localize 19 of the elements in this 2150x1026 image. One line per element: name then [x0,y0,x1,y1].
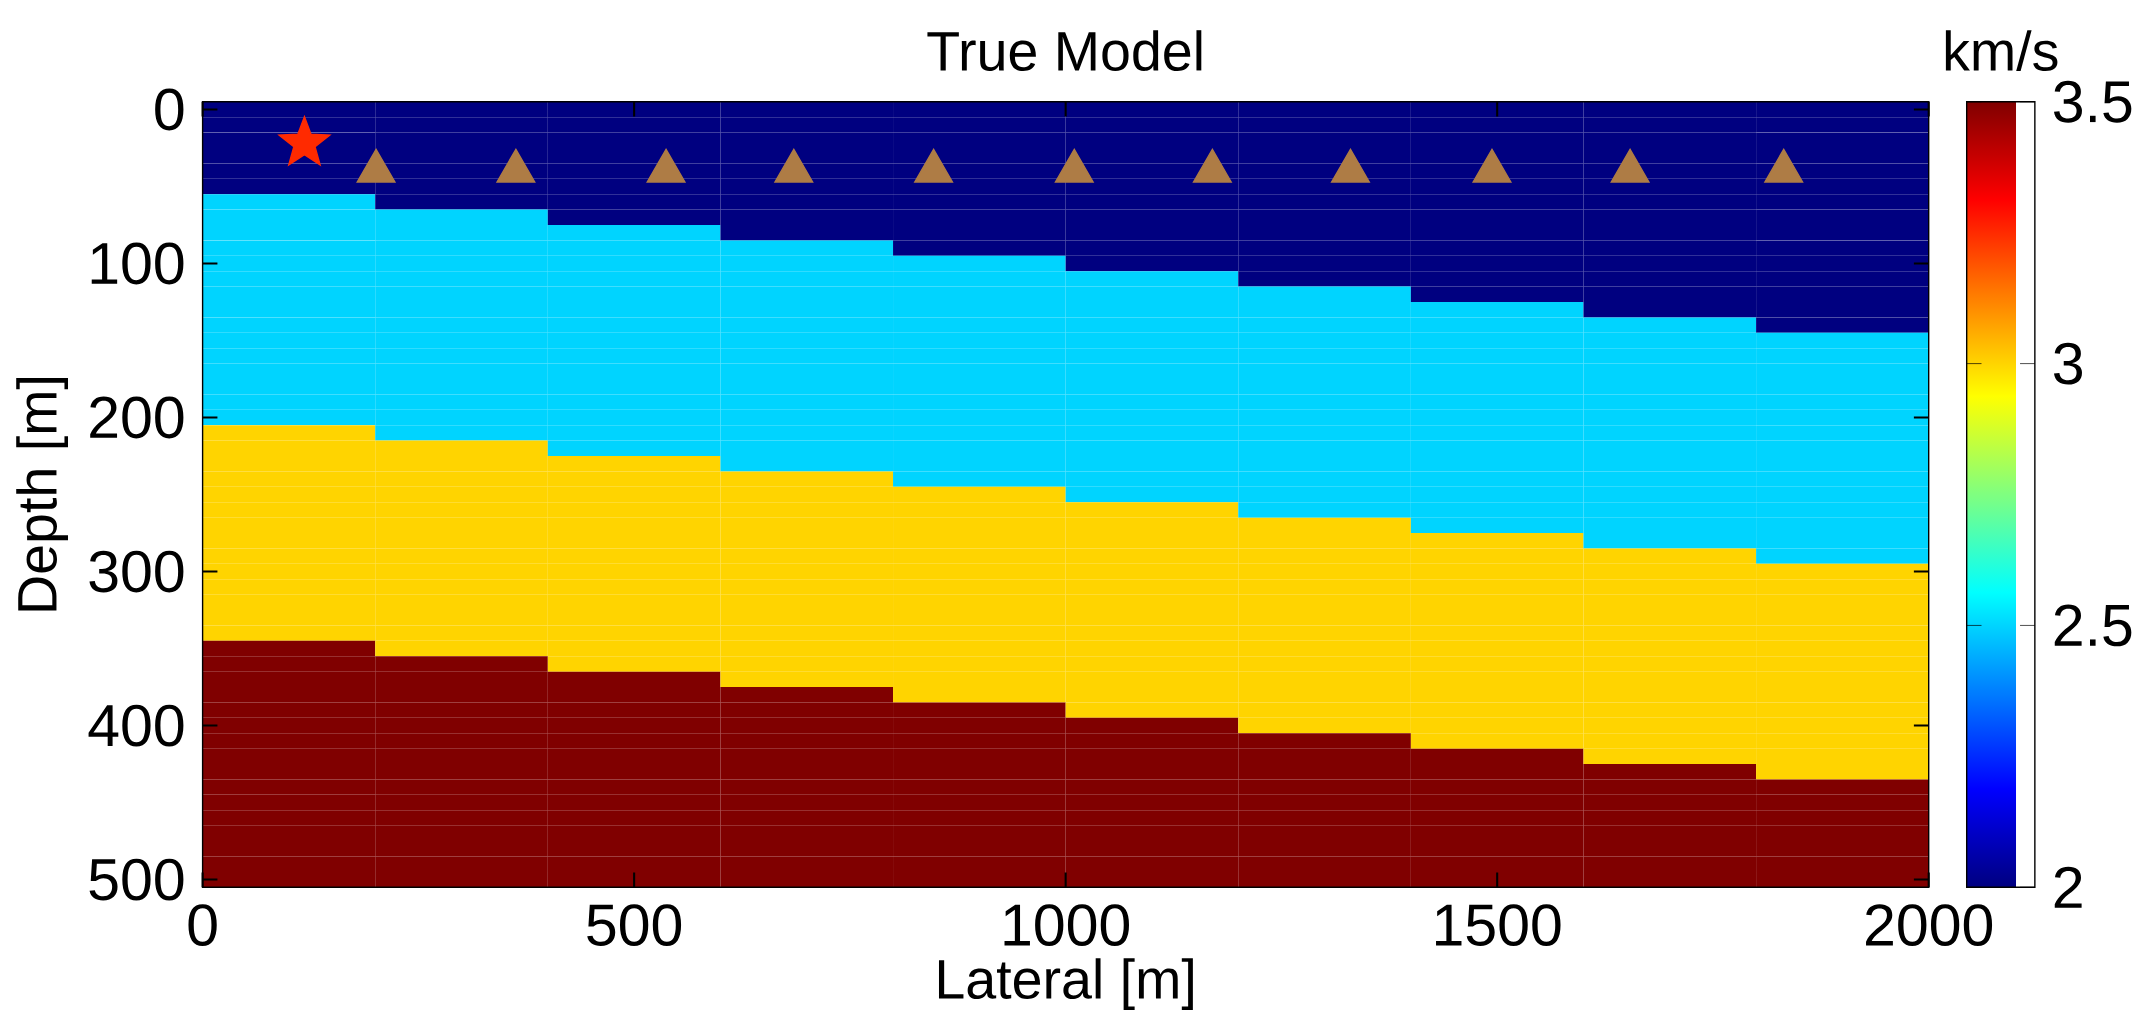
y-tick-label: 500 [89,858,184,901]
x-tick-label: 0 [188,904,217,946]
x-tick-label: 1500 [1436,904,1561,946]
chart-title: True Model [927,30,1202,71]
color-bar-label: 3 [2053,342,2082,385]
y-tick-label: 400 [88,704,184,747]
y-tick-label: 200 [90,396,184,439]
color-bar-label: 2 [2054,866,2082,908]
x-tick-label: 500 [587,904,682,946]
y-tick-label: 100 [91,242,184,285]
y-tick-label: 300 [89,550,184,593]
color-bar-title: km/s [1945,30,2058,71]
color-bar-label: 3.5 [2053,80,2132,123]
color-bar-label: 2.5 [2054,604,2132,647]
x-tick-label: 1000 [1004,904,1130,946]
y-tick-label: 0 [155,88,184,131]
y-axis-title: Depth [m] [16,378,69,611]
x-tick-label: 2000 [1866,904,1993,946]
x-axis-title: Lateral [m] [938,958,1193,1010]
